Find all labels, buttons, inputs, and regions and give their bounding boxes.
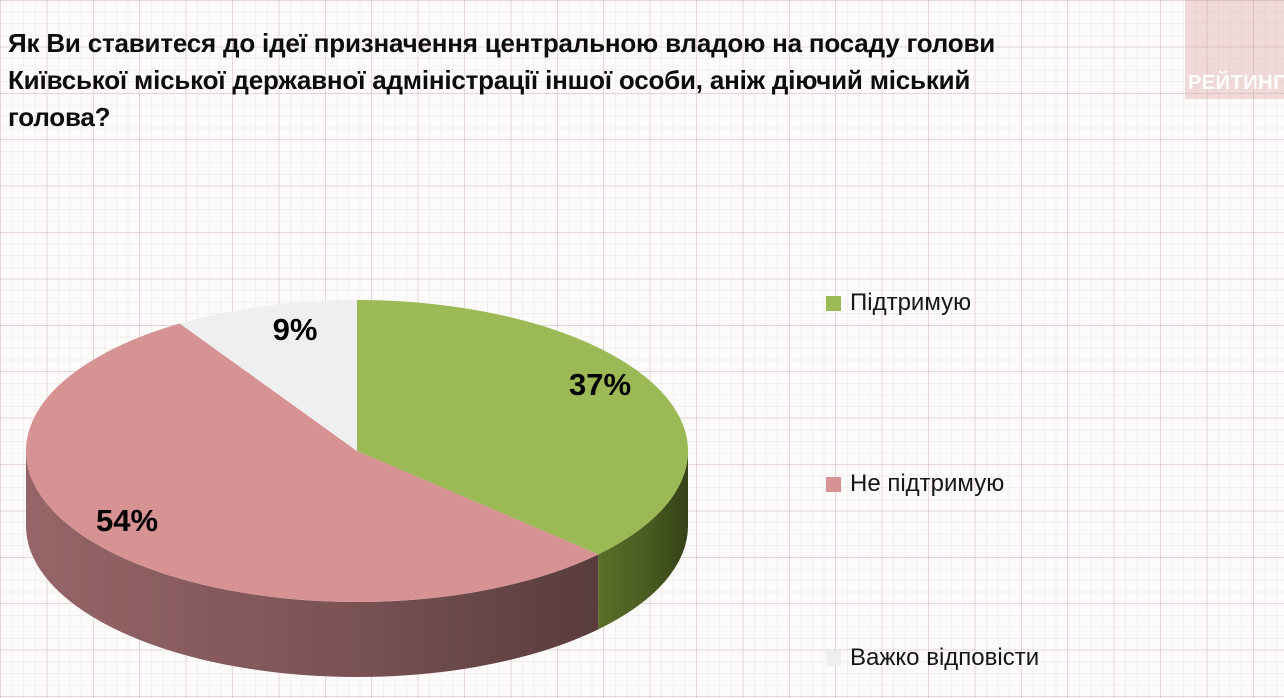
legend-item-pidtrymuyu: Підтримую bbox=[826, 289, 971, 317]
legend-label-ne-pidtrymuyu: Не підтримую bbox=[850, 470, 1005, 497]
question-title-line-2: Київської міської державної адміністраці… bbox=[8, 65, 971, 95]
pie-slice-0 bbox=[357, 300, 689, 555]
pie-slice-1 bbox=[26, 323, 599, 602]
pie-slice-label-pidtrymuyu: 37% bbox=[568, 367, 632, 402]
legend-label-vazhko: Важко відповісти bbox=[850, 644, 1040, 671]
question-title-line-3: голова? bbox=[8, 102, 111, 132]
pie-rim-0 bbox=[598, 451, 688, 630]
legend-item-vazhko: Важко відповісти bbox=[826, 644, 1039, 672]
rating-logo-badge: РЕЙТИНГ bbox=[1185, 0, 1284, 99]
pie-slice-label-ne-pidtrymuyu: 54% bbox=[95, 503, 159, 538]
question-title: Як Ви ставитеся до ідеї призначення цент… bbox=[8, 25, 1038, 136]
legend-swatch-green bbox=[826, 295, 841, 311]
legend-swatch-pink bbox=[826, 476, 841, 492]
legend-label-pidtrymuyu: Підтримую bbox=[850, 289, 972, 316]
rating-logo-text: РЕЙТИНГ bbox=[1188, 72, 1284, 94]
legend-swatch-gray bbox=[826, 650, 841, 666]
pie-slice-label-vazhko: 9% bbox=[272, 312, 318, 347]
pie-slice-2 bbox=[179, 300, 357, 451]
pie-rim-1 bbox=[26, 451, 599, 678]
legend-item-ne-pidtrymuyu: Не підтримую bbox=[826, 470, 1004, 498]
question-title-line-1: Як Ви ставитеся до ідеї призначення цент… bbox=[8, 28, 996, 58]
